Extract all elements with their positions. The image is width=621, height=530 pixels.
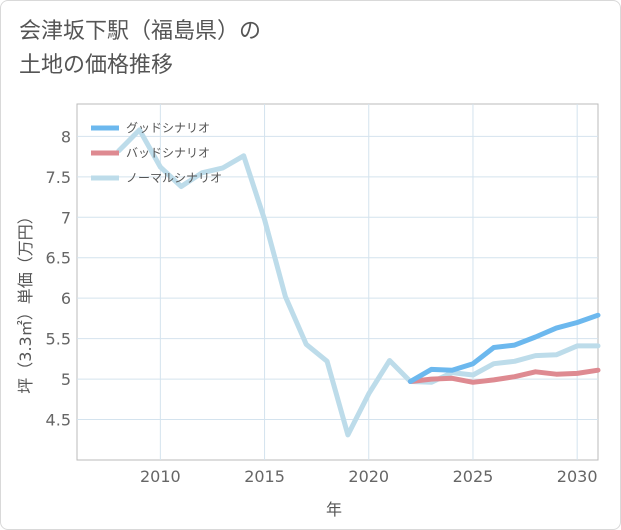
y-tick-label: 6 bbox=[61, 289, 71, 308]
x-tick-label: 2015 bbox=[244, 467, 285, 486]
series-line-2 bbox=[116, 127, 601, 438]
x-tick-label: 2025 bbox=[453, 467, 494, 486]
series-line-0 bbox=[407, 312, 601, 384]
series-lines bbox=[116, 127, 601, 438]
chart-title-line-1: 会津坂下駅（福島県）の bbox=[19, 19, 262, 44]
chart-title-line-2: 土地の価格推移 bbox=[19, 53, 174, 78]
y-tick-label: 8 bbox=[61, 127, 71, 146]
grid-lines bbox=[77, 104, 598, 460]
y-tick-label: 4.5 bbox=[46, 411, 71, 430]
x-tick-label: 2030 bbox=[557, 467, 598, 486]
y-axis-label: 坪（3.3㎡）単価（万円） bbox=[16, 208, 35, 393]
y-tick-label: 7 bbox=[61, 208, 71, 227]
y-tick-label: 7.5 bbox=[46, 168, 71, 187]
y-tick-label: 5 bbox=[61, 370, 71, 389]
x-axis-label: 年 bbox=[326, 500, 342, 519]
legend-label-2: ノーマルシナリオ bbox=[126, 171, 222, 185]
y-tick-label: 6.5 bbox=[46, 249, 71, 268]
legend-label-1: バッドシナリオ bbox=[126, 146, 210, 160]
tick-labels: 2010 2015 2020 2025 2030 4.5 5 5.5 6 6.5 7 7.5 8 bbox=[46, 127, 598, 486]
x-tick-label: 2010 bbox=[140, 467, 181, 486]
x-tick-label: 2020 bbox=[348, 467, 389, 486]
y-tick-label: 5.5 bbox=[46, 330, 71, 349]
series-line-1 bbox=[407, 367, 601, 385]
chart-title: 会津坂下駅（福島県）の 土地の価格推移 bbox=[19, 15, 261, 83]
legend-label-0: グッドシナリオ bbox=[126, 121, 210, 135]
